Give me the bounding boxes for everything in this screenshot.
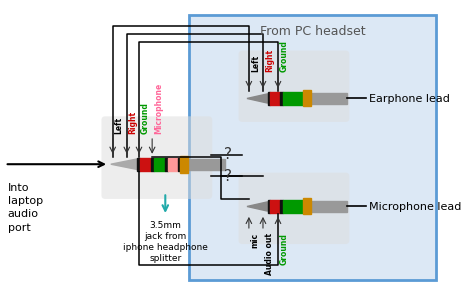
FancyBboxPatch shape — [238, 50, 349, 122]
Polygon shape — [247, 202, 268, 211]
Bar — [154, 158, 165, 171]
Polygon shape — [247, 94, 268, 103]
Text: Right: Right — [128, 111, 137, 134]
Bar — [180, 156, 188, 173]
Bar — [168, 158, 177, 171]
Bar — [271, 200, 280, 212]
Text: Microphone lead: Microphone lead — [369, 202, 462, 212]
Text: Into
laptop
audio
port: Into laptop audio port — [8, 183, 43, 233]
Bar — [268, 200, 271, 212]
Bar — [268, 92, 271, 105]
Text: Left: Left — [115, 117, 124, 134]
FancyBboxPatch shape — [101, 116, 212, 199]
Bar — [303, 91, 311, 106]
FancyBboxPatch shape — [189, 15, 436, 281]
Text: Ground: Ground — [141, 102, 150, 134]
Text: mic: mic — [251, 233, 260, 248]
Bar — [311, 93, 346, 104]
Bar — [283, 92, 303, 105]
Bar — [188, 159, 226, 170]
Polygon shape — [111, 159, 137, 169]
Text: Earphone lead: Earphone lead — [369, 95, 450, 104]
Text: ?: ? — [224, 169, 232, 184]
Bar — [165, 158, 168, 171]
Bar — [280, 92, 283, 105]
Bar — [151, 158, 154, 171]
Text: From PC headset: From PC headset — [260, 25, 365, 38]
Bar — [140, 158, 151, 171]
Bar — [311, 201, 346, 212]
Text: Ground: Ground — [280, 233, 289, 265]
Bar — [283, 200, 303, 212]
Text: Right: Right — [265, 49, 274, 72]
Bar — [137, 158, 140, 171]
Text: Ground: Ground — [280, 40, 289, 72]
Bar — [177, 158, 180, 171]
Text: Microphone: Microphone — [154, 83, 163, 134]
Text: ?: ? — [224, 147, 232, 162]
Bar — [271, 92, 280, 105]
Bar — [280, 200, 283, 212]
Text: 3.5mm
jack from
iphone headphone
splitter: 3.5mm jack from iphone headphone splitte… — [123, 221, 208, 263]
Text: Audio out: Audio out — [265, 233, 274, 275]
Bar — [303, 199, 311, 214]
FancyBboxPatch shape — [238, 173, 349, 244]
Text: Left: Left — [251, 55, 260, 72]
